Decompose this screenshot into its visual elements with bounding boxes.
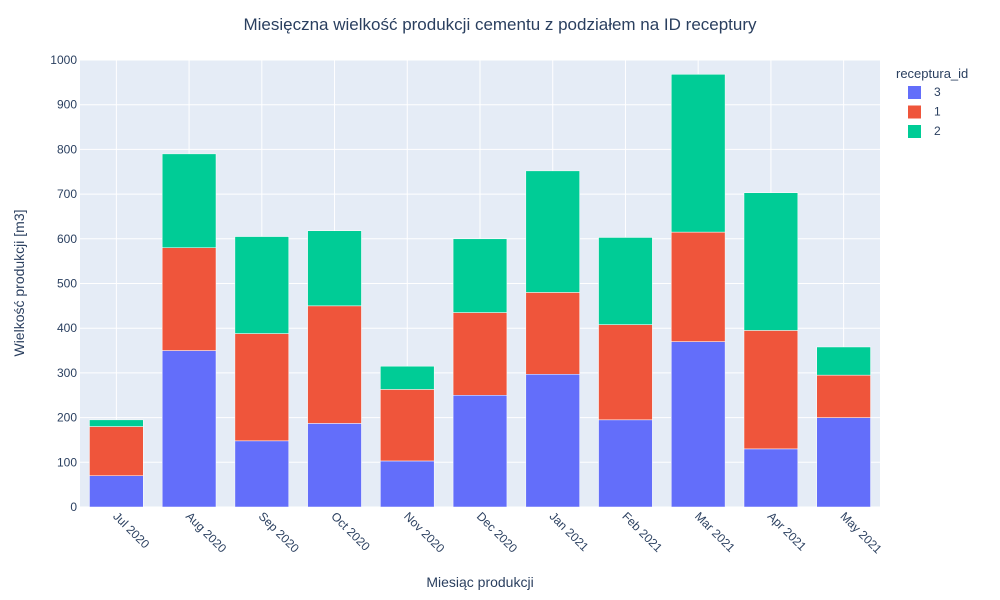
x-tick-label: Dec 2020 bbox=[474, 509, 520, 555]
bar-segment-series-2 bbox=[816, 346, 871, 376]
y-tick-label: 500 bbox=[57, 277, 77, 291]
bar-segment-series-3 bbox=[671, 341, 726, 508]
bar-segment-series-3 bbox=[307, 423, 362, 508]
bar-segment-series-1 bbox=[452, 312, 508, 396]
bar-segment-series-2 bbox=[161, 153, 217, 248]
legend-label: 3 bbox=[934, 85, 941, 99]
legend-label: 1 bbox=[934, 105, 941, 119]
bar-segment-series-1 bbox=[89, 426, 144, 476]
bar-segment-series-3 bbox=[816, 417, 871, 508]
bar-segment-series-1 bbox=[307, 305, 362, 424]
x-tick-label: Sep 2020 bbox=[256, 509, 302, 555]
legend-swatch bbox=[908, 105, 921, 119]
bar-segment-series-2 bbox=[307, 230, 362, 307]
legend-swatch bbox=[908, 86, 921, 99]
y-tick-label: 400 bbox=[57, 321, 77, 335]
bar-segment-series-3 bbox=[89, 475, 144, 508]
bar-segment-series-3 bbox=[525, 373, 580, 508]
chart-title: Miesięczna wielkość produkcji cementu z … bbox=[243, 15, 757, 34]
x-tick-label: Mar 2021 bbox=[692, 509, 738, 555]
bar-segment-series-1 bbox=[598, 324, 653, 421]
bar-segment-series-2 bbox=[380, 365, 435, 390]
bars bbox=[89, 74, 871, 508]
y-tick-label: 200 bbox=[57, 411, 77, 425]
bar-segment-series-1 bbox=[671, 231, 726, 342]
y-axis-title: Wielkość produkcji [m3] bbox=[11, 209, 27, 356]
x-tick-label: May 2021 bbox=[838, 509, 885, 556]
bar-segment-series-3 bbox=[380, 460, 435, 508]
bar-segment-series-3 bbox=[452, 395, 508, 508]
y-tick-label: 900 bbox=[57, 98, 77, 112]
bar-segment-series-1 bbox=[525, 292, 580, 375]
bar-segment-series-1 bbox=[380, 389, 435, 462]
bar-segment-series-2 bbox=[452, 238, 508, 313]
bar-segment-series-2 bbox=[743, 192, 799, 331]
legend-swatch bbox=[908, 125, 921, 138]
x-tick-label: Jul 2020 bbox=[110, 509, 152, 551]
bar-segment-series-3 bbox=[161, 350, 217, 508]
y-tick-label: 1000 bbox=[50, 53, 77, 67]
bar-segment-series-2 bbox=[89, 419, 144, 427]
y-tick-label: 700 bbox=[57, 187, 77, 201]
y-tick-label: 800 bbox=[57, 142, 77, 156]
y-tick-label: 300 bbox=[57, 366, 77, 380]
x-tick-label: Feb 2021 bbox=[619, 509, 665, 555]
legend-title: receptura_id bbox=[896, 66, 968, 81]
bar-segment-series-1 bbox=[816, 374, 871, 418]
bar-segment-series-3 bbox=[743, 448, 799, 508]
x-tick-label: Nov 2020 bbox=[401, 509, 447, 555]
x-tick-label: Aug 2020 bbox=[183, 509, 229, 555]
y-tick-label: 600 bbox=[57, 232, 77, 246]
x-tick-label: Apr 2021 bbox=[765, 509, 810, 554]
legend: receptura_id 3 1 2 bbox=[896, 66, 968, 138]
bar-segment-series-1 bbox=[161, 247, 217, 351]
bar-segment-series-1 bbox=[743, 330, 799, 450]
bar-segment-series-2 bbox=[525, 170, 580, 293]
y-tick-label: 0 bbox=[70, 500, 77, 514]
bar-segment-series-2 bbox=[598, 237, 653, 325]
bar-segment-series-2 bbox=[234, 236, 289, 334]
x-axis-ticks: Jul 2020 Aug 2020 Sep 2020 Oct 2020 Nov 2020… bbox=[110, 509, 885, 556]
y-tick-label: 100 bbox=[57, 455, 77, 469]
bar-segment-series-3 bbox=[234, 440, 289, 508]
bar-segment-series-3 bbox=[598, 419, 653, 508]
x-tick-label: Oct 2020 bbox=[328, 509, 373, 554]
legend-label: 2 bbox=[934, 124, 941, 138]
y-axis-ticks: 0 100 200 300 400 500 600 700 800 900 1000 bbox=[50, 53, 77, 514]
x-axis-title: Miesiąc produkcji bbox=[426, 574, 533, 590]
bar-segment-series-2 bbox=[671, 74, 726, 233]
x-tick-label: Jan 2021 bbox=[547, 509, 592, 554]
bar-segment-series-1 bbox=[234, 333, 289, 442]
